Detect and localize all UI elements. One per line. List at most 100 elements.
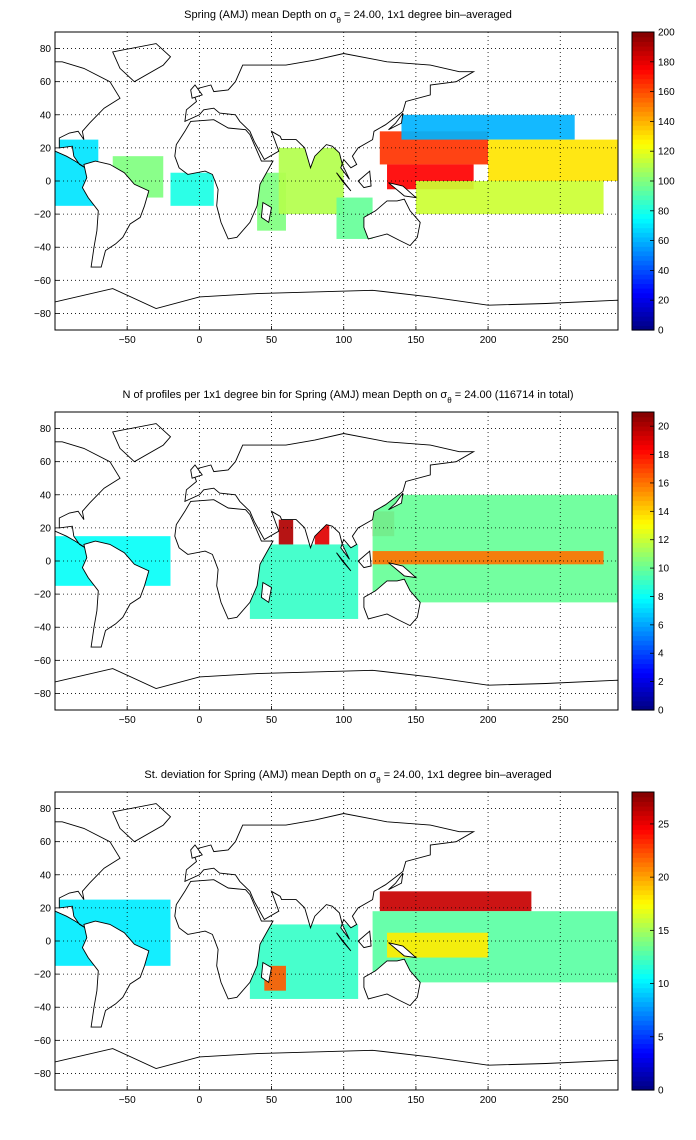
- colorbar-swatch: [632, 852, 654, 858]
- colorbar-swatch: [632, 978, 654, 984]
- x-tick-label: 100: [335, 335, 352, 346]
- colorbar-swatch: [632, 111, 654, 117]
- colorbar-swatch: [632, 157, 654, 163]
- colorbar-tick-label: 5: [658, 1032, 664, 1043]
- land-outline: [336, 172, 352, 192]
- grid: [55, 792, 618, 1090]
- colorbar-swatch: [632, 908, 654, 914]
- colorbar-swatch: [632, 927, 654, 933]
- colorbar-swatch: [632, 439, 654, 446]
- land-outline: [357, 170, 372, 189]
- profile-count-chart: N of profiles per 1x1 degree bin for Spr…: [34, 389, 670, 726]
- colorbar-swatch: [632, 269, 654, 275]
- colorbar-swatch: [632, 491, 654, 497]
- colorbar-swatch: [632, 171, 654, 177]
- colorbar-swatch: [632, 425, 654, 432]
- x-tick-label: 0: [197, 1095, 203, 1106]
- colorbar: 0 20 40 60 80 100 120 140 160 180 200: [631, 28, 675, 337]
- x-tick-label: 150: [408, 715, 425, 726]
- land-outline: [363, 958, 421, 1007]
- land-outline: [55, 668, 618, 710]
- colorbar-swatch: [632, 250, 654, 257]
- colorbar-swatch: [632, 87, 654, 94]
- colorbar-swatch: [632, 453, 654, 460]
- colorbar-swatch: [632, 167, 654, 173]
- x-tick-label: 50: [266, 715, 278, 726]
- land-outline: [174, 119, 274, 240]
- x-tick-label: 100: [335, 1095, 352, 1106]
- colorbar-swatch: [632, 866, 654, 872]
- y-tick-label: 60: [40, 77, 52, 88]
- colorbar-swatch: [632, 236, 654, 243]
- colorbar-tick-label: 60: [658, 236, 670, 247]
- colorbar-swatch: [632, 1029, 654, 1035]
- colorbar-swatch: [632, 199, 654, 205]
- land-outline: [363, 578, 421, 627]
- colorbar-swatch: [632, 1038, 654, 1045]
- colorbar-swatch: [632, 449, 654, 455]
- colorbar-swatch: [632, 936, 654, 942]
- colorbar: 0 5 10 15 20 25: [631, 791, 670, 1097]
- colorbar-swatch: [632, 612, 654, 618]
- colorbar-swatch: [632, 523, 654, 530]
- colorbar-swatch: [632, 1076, 654, 1082]
- colorbar-swatch: [632, 297, 654, 303]
- panel-std-deviation: St. deviation for Spring (AMJ) mean Dept…: [0, 760, 696, 1140]
- colorbar-swatch: [632, 987, 654, 993]
- land-outline: [388, 182, 418, 199]
- colorbar-swatch: [632, 561, 654, 567]
- x-tick-label: 250: [552, 335, 569, 346]
- colorbar-tick-label: 25: [658, 819, 670, 830]
- colorbar-swatch: [632, 792, 654, 798]
- land-outline: [388, 872, 404, 891]
- colorbar-swatch: [632, 241, 654, 247]
- colorbar-swatch: [632, 931, 654, 937]
- y-tick-label: 20: [40, 523, 52, 534]
- panel-profile-count: N of profiles per 1x1 degree bin for Spr…: [0, 380, 696, 760]
- x-tick-label: 50: [266, 1095, 278, 1106]
- colorbar-swatch: [632, 635, 654, 641]
- chart-title: N of profiles per 1x1 degree bin for Spr…: [123, 389, 574, 405]
- colorbar-swatch: [632, 691, 654, 697]
- colorbar-swatch: [632, 134, 654, 140]
- colorbar-swatch: [632, 640, 654, 646]
- colorbar-swatch: [632, 148, 654, 154]
- colorbar-swatch: [632, 101, 654, 108]
- y-tick-label: 40: [40, 490, 52, 501]
- colorbar-swatch: [632, 607, 654, 613]
- colorbar-swatch: [632, 668, 654, 674]
- y-tick-label: 80: [40, 44, 52, 55]
- colorbar-swatch: [632, 481, 654, 488]
- colorbar-swatch: [632, 533, 654, 539]
- colorbar-swatch: [632, 992, 654, 998]
- colorbar-swatch: [632, 588, 654, 595]
- data-region: [278, 519, 294, 545]
- colorbar-swatch: [632, 41, 654, 47]
- colorbar-swatch: [632, 1052, 654, 1059]
- colorbar-swatch: [632, 278, 654, 285]
- colorbar-swatch: [632, 181, 654, 187]
- colorbar-swatch: [632, 208, 654, 215]
- colorbar-swatch: [632, 45, 654, 52]
- y-tick-label: −20: [34, 590, 51, 601]
- colorbar-swatch: [632, 528, 654, 534]
- colorbar-swatch: [632, 292, 654, 299]
- colorbar-swatch: [632, 227, 654, 233]
- colorbar-swatch: [632, 176, 654, 182]
- colorbar-swatch: [632, 954, 654, 961]
- colorbar-swatch: [632, 283, 654, 289]
- x-tick-label: 200: [480, 715, 497, 726]
- colorbar-swatch: [632, 973, 654, 979]
- colorbar-swatch: [632, 246, 654, 252]
- colorbar-swatch: [632, 218, 654, 224]
- colorbar-swatch: [632, 477, 654, 483]
- x-tick-label: −50: [119, 1095, 136, 1106]
- land-outline: [174, 879, 274, 1000]
- colorbar-tick-label: 20: [658, 296, 670, 307]
- colorbar-swatch: [632, 1006, 654, 1012]
- colorbar-tick-label: 0: [658, 706, 664, 717]
- colorbar-swatch: [632, 847, 654, 854]
- colorbar-swatch: [632, 922, 654, 928]
- y-tick-label: −80: [34, 309, 51, 320]
